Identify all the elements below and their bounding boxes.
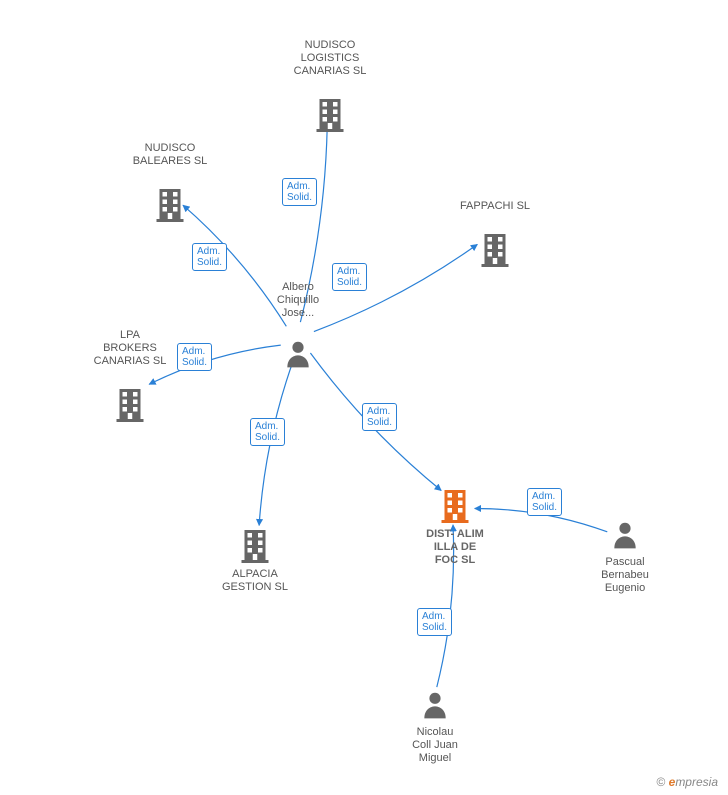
node-lpa_brokers: LPA BROKERS CANARIAS SL — [85, 329, 175, 427]
node-nudisco_baleares: NUDISCO BALEARES SL — [125, 142, 215, 227]
node-nudisco_logistics: NUDISCO LOGISTICS CANARIAS SL — [285, 39, 375, 137]
building-icon — [152, 209, 188, 226]
edge-label: Adm. Solid. — [362, 403, 397, 431]
node-label: NUDISCO BALEARES SL — [125, 142, 215, 168]
edge-label: Adm. Solid. — [527, 488, 562, 516]
building-icon — [112, 409, 148, 426]
node-label: DIST- ALIM ILLA DE FOC SL — [410, 528, 500, 567]
person-icon — [282, 357, 314, 374]
edge-label: Adm. Solid. — [250, 418, 285, 446]
node-label: Pascual Bernabeu Eugenio — [580, 556, 670, 595]
building-icon — [477, 254, 513, 271]
node-fappachi: FAPPACHI SL — [450, 200, 540, 272]
person-icon — [609, 538, 641, 555]
node-dist_alim: DIST- ALIM ILLA DE FOC SL — [410, 487, 500, 567]
building-icon — [237, 550, 273, 567]
node-label: NUDISCO LOGISTICS CANARIAS SL — [285, 39, 375, 78]
building-icon — [437, 510, 473, 527]
copyright: © empresia — [656, 775, 718, 789]
node-label: LPA BROKERS CANARIAS SL — [85, 329, 175, 368]
node-label: Nicolau Coll Juan Miguel — [390, 726, 480, 765]
edge-label: Adm. Solid. — [417, 608, 452, 636]
edge-label: Adm. Solid. — [332, 263, 367, 291]
node-label: FAPPACHI SL — [450, 200, 540, 213]
node-label: Albero Chiquillo Jose... — [253, 281, 343, 320]
building-icon — [312, 119, 348, 136]
copyright-symbol: © — [656, 775, 665, 789]
node-albero: Albero Chiquillo Jose... — [253, 281, 343, 375]
node-alpacia: ALPACIA GESTION SL — [210, 527, 300, 594]
node-pascual: Pascual Bernabeu Eugenio — [580, 519, 670, 595]
brand-rest: mpresia — [675, 775, 718, 789]
node-nicolau: Nicolau Coll Juan Miguel — [390, 689, 480, 765]
edge-label: Adm. Solid. — [177, 343, 212, 371]
edge-label: Adm. Solid. — [282, 178, 317, 206]
node-label: ALPACIA GESTION SL — [210, 568, 300, 594]
edge-label: Adm. Solid. — [192, 243, 227, 271]
person-icon — [419, 708, 451, 725]
brand: empresia — [669, 775, 718, 789]
